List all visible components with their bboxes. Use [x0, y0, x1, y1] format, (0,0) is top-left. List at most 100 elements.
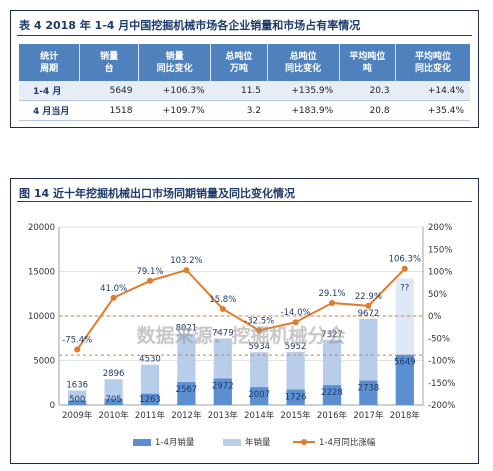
table-header-line: 统计: [40, 51, 59, 62]
chart-panel: 图 14 近十年挖掘机械出口市场同期销量及同比变化情况 0 5000 10000 15…: [10, 178, 479, 464]
chart-title: 图 14 近十年挖掘机械出口市场同期销量及同比变化情况: [19, 187, 295, 200]
table-header-line: 平均吨位: [349, 51, 386, 62]
growth-label: 15.8%: [209, 295, 236, 305]
table-cell: +106.3%: [138, 81, 211, 101]
x-tick-label: 2014年: [244, 410, 275, 421]
table-header-1: 销量台: [79, 44, 139, 81]
table-row-label: 4 月当月: [19, 100, 80, 121]
ytd-sales-bar: [322, 385, 342, 405]
y-left-tick-label: 10000: [28, 312, 55, 322]
annual-sales-label: 5952: [285, 342, 307, 352]
table-cell: +14.4%: [395, 81, 470, 101]
table-cell: +135.9%: [267, 81, 340, 101]
legend-label-ytd: 1-4月销量: [155, 437, 195, 448]
ytd-sales-label: 1263: [139, 395, 161, 405]
growth-label: 106.3%: [389, 255, 421, 265]
growth-label: 29.1%: [318, 289, 345, 299]
growth-label: 41.0%: [100, 284, 127, 294]
growth-point: [147, 277, 153, 284]
stats-table: 统计 周期 销量台销量 同比变化 总吨位 万吨 总吨位 同比变化 平均吨位吨平均吨位 同比变化 1…: [19, 44, 470, 121]
table-header-line: 销量: [165, 51, 184, 62]
table-header-line: 平均吨位: [415, 51, 452, 62]
table-header-6: 平均吨位 同比变化: [395, 44, 470, 81]
table-header-line: 万吨: [229, 63, 248, 74]
legend-label-annual: 年销量: [245, 437, 271, 448]
y-right-tick-label: 0%: [428, 312, 442, 322]
growth-label: -32.5%: [244, 316, 274, 326]
ytd-sales-label: 2738: [358, 384, 380, 394]
table-cell: +183.9%: [267, 100, 340, 121]
ytd-sales-label: 500: [69, 395, 85, 405]
table-cell: 20.3: [339, 81, 396, 101]
ytd-sales-label: 5649: [394, 358, 416, 368]
table-cell: 3.2: [210, 100, 268, 121]
table-header-5: 平均吨位吨: [339, 44, 397, 81]
table-header-line: 总吨位: [225, 51, 253, 62]
y-left-tick-label: 20000: [28, 223, 55, 233]
table-panel: 表 4 2018 年 1-4 月中国挖掘机械市场各企业销量和市场占有率情况 统计…: [10, 10, 479, 128]
growth-point: [401, 265, 408, 272]
ytd-sales-bar: [395, 354, 414, 405]
table-header-row: 统计 周期 销量台销量 同比变化 总吨位 万吨 总吨位 同比变化 平均吨位吨平均吨位 同比变化: [19, 44, 470, 81]
table-cell: 1518: [79, 100, 139, 121]
growth-line: [76, 267, 406, 351]
growth-point: [329, 300, 335, 307]
annual-sales-label: 1636: [66, 380, 88, 390]
annual-sales-label: ??: [400, 284, 409, 294]
legend-marker-growth: [301, 439, 307, 445]
chart-svg: 0 5000 10000 15000 20000 -200% -150% -100% -50% 0…: [28, 223, 455, 448]
y-right-tick-label: -200%: [428, 401, 455, 411]
ytd-sales-label: 2567: [176, 385, 198, 395]
table-header-4: 总吨位 同比变化: [267, 44, 340, 81]
y-right-tick-label: -100%: [428, 357, 455, 367]
legend-swatch-ytd: [133, 439, 151, 446]
annual-sales-label: 7479: [212, 328, 234, 338]
table-row-label: 1-4 月: [19, 81, 80, 101]
ytd-sales-label: 2007: [248, 390, 270, 400]
table-cell: 20.8: [339, 100, 396, 121]
y-left-tick-label: 5000: [33, 357, 55, 367]
table-cell: 11.5: [210, 81, 268, 101]
x-tick-label: 2018年: [390, 410, 421, 421]
growth-point: [219, 305, 226, 312]
chart-title-rule: [17, 201, 472, 202]
x-tick-label: 2012年: [171, 410, 202, 421]
table-header-line: 总吨位: [289, 51, 317, 62]
growth-point: [110, 294, 117, 301]
x-tick-label: 2009年: [62, 410, 93, 421]
ytd-sales-bar: [140, 393, 160, 405]
legend-label-growth: 1-4月同比涨幅: [319, 437, 376, 448]
ytd-sales-label: 2972: [212, 382, 234, 392]
table-header-3: 总吨位 万吨: [210, 44, 268, 81]
annual-sales-bar: [104, 379, 123, 405]
y-right-tick-label: -150%: [428, 379, 455, 389]
x-tick-label: 2017年: [353, 410, 384, 421]
ytd-sales-bar: [68, 400, 87, 405]
annual-sales-label: 7327: [321, 330, 343, 340]
growth-label: 22.9%: [355, 292, 382, 302]
y-right-tick-label: 200%: [428, 223, 452, 233]
ytd-sales-bar: [104, 398, 123, 405]
y-left-tick-label: 15000: [28, 268, 55, 278]
watermark-text: 数据来源：挖掘机械分会: [136, 324, 345, 347]
ytd-sales-bar: [213, 378, 232, 405]
table-cell: +109.7%: [138, 100, 211, 121]
ytd-sales-label: 705: [105, 395, 121, 405]
y-right-tick-label: 100%: [428, 268, 452, 278]
growth-point: [292, 319, 299, 326]
annual-sales-label: 5934: [248, 342, 270, 352]
x-tick-label: 2011年: [135, 410, 166, 421]
annual-sales-label: 4530: [139, 355, 161, 365]
y-right-tick-label: -50%: [428, 334, 450, 344]
table-title: 表 4 2018 年 1-4 月中国挖掘机械市场各企业销量和市场占有率情况: [19, 19, 361, 32]
table-row: 4 月当月 1518 +109.7% 3.2 +183.9% 20.8 +35.4%: [19, 100, 470, 121]
x-tick-label: 2015年: [281, 410, 312, 421]
y-left-tick-label: 0: [50, 401, 55, 411]
table-header-2: 销量 同比变化: [138, 44, 212, 81]
growth-label: 79.1%: [136, 267, 163, 277]
ytd-sales-label: 2228: [321, 388, 343, 398]
x-tick-label: 2013年: [208, 410, 239, 421]
table-header-line: 周期: [40, 63, 59, 74]
table-header-line: 台: [104, 63, 114, 74]
table-header-line: 同比变化: [156, 63, 193, 74]
